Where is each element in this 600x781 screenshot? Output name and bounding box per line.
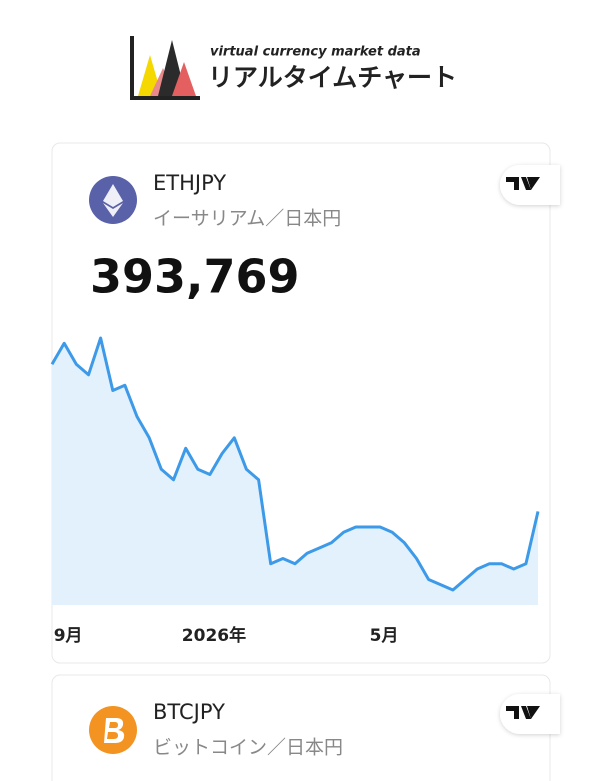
pair-name: イーサリアム／日本円 [153,208,341,230]
symbol: ETHJPY [153,171,226,195]
line [50,336,540,592]
area [52,338,538,605]
x-tick-label: 5月 [370,626,399,646]
pair-name: ビットコイン／日本円 [153,737,343,759]
header-subtitle: virtual currency market data [210,45,421,60]
eth-glyph [103,184,123,217]
tv-logo [506,177,540,190]
x-tick-label: 2026年 [182,625,246,646]
btc-glyph [104,718,125,743]
symbol: BTCJPY [153,700,225,724]
header-title: リアルタイムチャート [208,63,457,92]
tv-logo [506,706,540,719]
price: 393,769 [90,250,300,304]
chart: 9月 2026年 5月 [50,336,540,646]
logo [130,36,200,100]
card[interactable] [51,674,551,781]
x-tick-label: 9月 [54,626,83,646]
